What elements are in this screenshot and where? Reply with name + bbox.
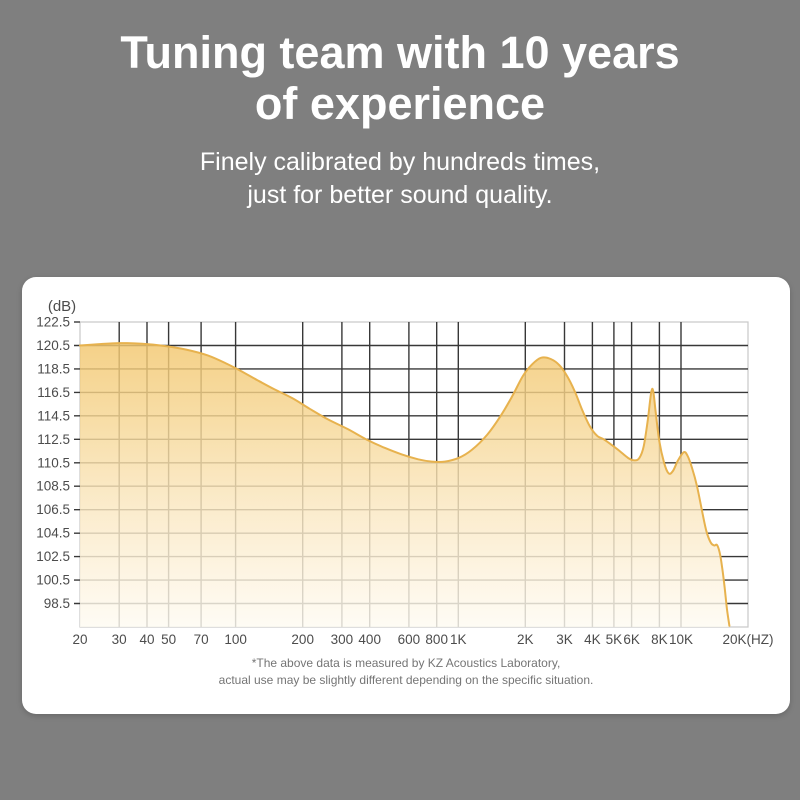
title-line-2: of experience [254,78,546,129]
x-tick-label: 40 [139,632,154,647]
footnote-line-1: *The above data is measured by KZ Acoust… [251,656,561,670]
y-tick-label: 108.5 [36,479,70,494]
x-tick-label: 3K [556,632,573,647]
x-tick-label: 2K [517,632,534,647]
y-tick-label: 100.5 [36,573,70,588]
chart-footnote: *The above data is measured by KZ Acoust… [22,655,790,689]
x-tick-label: 10K [669,632,693,647]
y-tick-label: 104.5 [36,526,70,541]
y-tick-label: 118.5 [37,361,70,376]
x-tick-label: 30 [112,632,127,647]
x-tick-label: 50 [161,632,176,647]
x-tick-label: 70 [194,632,209,647]
y-tick-label: 116.5 [37,385,70,400]
x-tick-label: 5K [606,632,623,647]
subtitle-line-2: just for better sound quality. [247,181,553,209]
y-tick-label: 114.5 [37,408,70,423]
x-tick-label: 100 [224,632,247,647]
promo-header: Tuning team with 10 years of experience … [0,0,800,212]
y-tick-label: 106.5 [36,502,70,517]
y-tick-label: 122.5 [36,315,70,330]
x-tick-label: 20 [72,632,87,647]
frequency-response-svg: (dB)122.5 120.5 118.5 116.5 114.5 112.5 110.5 1… [36,298,773,647]
footnote-line-2: actual use may be slightly different dep… [218,673,594,687]
x-tick-label: 600 [398,632,421,647]
y-tick-label: 98.5 [44,596,70,611]
x-tick-label: 400 [358,632,381,647]
x-tick-label: 20K(HZ) [722,632,773,647]
title-line-1: Tuning team with 10 years [120,27,680,78]
chart-panel: (dB) 122.5 120.5 118.5 116.5 114.5 112.5 110.5 1… [22,277,790,714]
x-tick-label: 6K [623,632,640,647]
y-axis-unit-label: (dB) [48,298,76,315]
x-tick-label: 8K [651,632,668,647]
page-subtitle: Finely calibrated by hundreds times, jus… [0,146,800,212]
response-area-fill [80,343,730,627]
x-tick-label: 300 [331,632,354,647]
page-title: Tuning team with 10 years of experience [0,27,800,129]
y-tick-label: 112.5 [37,432,70,447]
subtitle-line-1: Finely calibrated by hundreds times, [199,148,601,176]
y-tick-label: 120.5 [36,338,70,353]
y-tick-label: 110.5 [37,455,70,470]
x-tick-label: 4K [584,632,601,647]
response-curve [79,342,731,627]
x-tick-label: 1K [450,632,467,647]
axis-labels: (dB)122.5 120.5 118.5 116.5 114.5 112.5 110.5 1… [36,298,773,647]
y-tick-label: 102.5 [36,549,70,564]
x-tick-label: 200 [291,632,314,647]
frequency-response-chart: (dB) 122.5 120.5 118.5 116.5 114.5 112.5 110.5 1… [22,277,790,655]
x-tick-label: 800 [425,632,448,647]
